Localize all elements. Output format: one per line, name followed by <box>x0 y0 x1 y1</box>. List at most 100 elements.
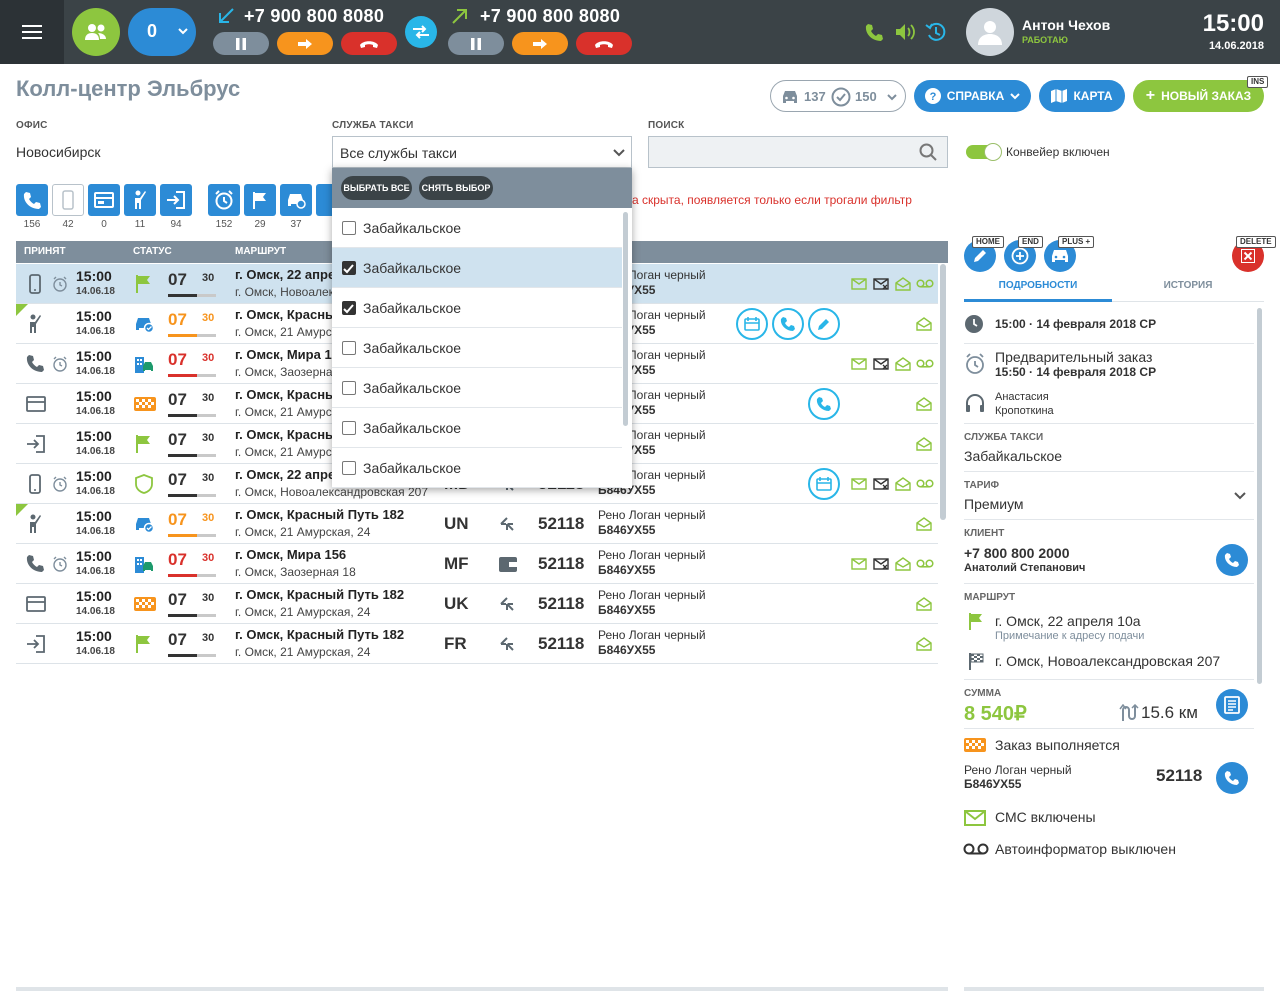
filter-app[interactable] <box>52 184 84 216</box>
help-icon: ? <box>924 88 941 104</box>
map-button[interactable]: КАРТА <box>1039 80 1125 112</box>
checkbox[interactable] <box>342 381 356 395</box>
status-taxicheck-icon <box>136 318 155 334</box>
dropdown-option[interactable]: Забайкальское <box>332 448 622 488</box>
check-circle-icon <box>831 87 851 107</box>
call1-transfer-button[interactable] <box>277 32 333 55</box>
voicemail-icon <box>916 479 934 488</box>
call-driver-button[interactable] <box>1216 762 1248 794</box>
flag-icon <box>969 613 982 630</box>
receipt-button[interactable] <box>1216 689 1248 721</box>
checkbox[interactable] <box>342 261 356 275</box>
wallet-icon <box>499 557 517 572</box>
table-row[interactable]: 15:00 14.06.18 07 30 г. Омск, Мира 156 г. Омс… <box>16 544 938 584</box>
table-row[interactable]: 15:00 14.06.18 07 30 г. Омск, Красный Путь 1… <box>16 624 938 664</box>
row-car-plate: Б846УХ55 <box>598 523 656 537</box>
filter-taxi-assigned[interactable] <box>280 184 312 216</box>
table-scrollbar[interactable] <box>940 264 946 520</box>
row-date: 14.06.18 <box>76 526 115 537</box>
conveyor-toggle[interactable] <box>966 143 1002 161</box>
call-client-button[interactable] <box>1216 544 1248 576</box>
row-minutes: 30 <box>202 272 215 284</box>
filter-terminal[interactable] <box>88 184 120 216</box>
table-row[interactable]: 15:00 14.06.18 07 30 г. Омск, Красный Путь 1… <box>16 504 938 544</box>
dropdown-option[interactable]: Забайкальское <box>332 288 622 328</box>
filter-preorder[interactable] <box>208 184 240 216</box>
select-all-button[interactable]: ВЫБРАТЬ ВСЕ <box>341 176 412 200</box>
page-title: Колл-центр Эльбрус <box>16 76 241 101</box>
row-cal-button[interactable] <box>736 308 768 340</box>
call1-hold-button[interactable] <box>213 32 269 55</box>
call2-number: +7 900 800 8080 <box>480 6 621 26</box>
row-date: 14.06.18 <box>76 406 115 417</box>
service-select[interactable]: Все службы такси <box>332 136 632 168</box>
tab-history[interactable]: ИСТОРИЯ <box>1163 280 1213 291</box>
table-row[interactable]: 15:00 14.06.18 07 30 г. Омск, Красный Путь 1… <box>16 584 938 624</box>
checkbox[interactable] <box>342 301 356 315</box>
row-edit-button[interactable] <box>808 308 840 340</box>
filter-calls[interactable] <box>16 184 48 216</box>
phone-icon[interactable] <box>864 22 884 42</box>
menu-button[interactable] <box>0 0 64 64</box>
row-number: 07 <box>168 550 187 569</box>
voicemail-icon <box>963 843 989 855</box>
tariff-select[interactable]: Премиум <box>964 488 1252 518</box>
table-footer-line <box>16 987 948 991</box>
checkbox[interactable] <box>342 421 356 435</box>
checkbox[interactable] <box>342 461 356 475</box>
open-envelope-icon <box>916 637 932 651</box>
avatar[interactable] <box>966 8 1014 56</box>
dropdown-scrollbar[interactable] <box>623 212 628 426</box>
phone-icon <box>23 192 41 209</box>
row-minutes: 30 <box>202 392 215 404</box>
history-icon[interactable] <box>925 21 947 43</box>
user-name: Антон Чехов <box>1022 17 1111 33</box>
search-input[interactable] <box>648 136 948 168</box>
row-time: 15:00 <box>76 548 112 564</box>
new-order-button[interactable]: + НОВЫЙ ЗАКАЗ <box>1133 80 1264 112</box>
row-cal-button[interactable] <box>808 468 840 500</box>
checkbox[interactable] <box>342 221 356 235</box>
checkbox[interactable] <box>342 341 356 355</box>
clock-icon <box>965 315 983 333</box>
row-route-to: г. Омск, 21 Амурская, 24 <box>235 645 371 659</box>
call2-hold-button[interactable] <box>448 32 504 55</box>
call2-transfer-button[interactable] <box>512 32 568 55</box>
row-time: 15:00 <box>76 508 112 524</box>
autoinform-status[interactable]: Автоинформатор выключен <box>995 841 1176 857</box>
alarm-icon <box>53 476 67 492</box>
help-label: СПРАВКА <box>946 89 1005 103</box>
row-phone-button[interactable] <box>772 308 804 340</box>
filter-street-count: 11 <box>134 219 146 230</box>
corner-marker-icon <box>16 504 28 516</box>
fleet-stats[interactable]: 137 150 <box>770 80 906 112</box>
row-number: 07 <box>168 310 187 329</box>
help-button[interactable]: ? СПРАВКА <box>914 80 1031 112</box>
call1-hangup-button[interactable] <box>341 32 397 55</box>
deselect-button[interactable]: СНЯТЬ ВЫБОР <box>419 176 493 200</box>
dropdown-option[interactable]: Забайкальское <box>332 208 622 248</box>
filter-street[interactable] <box>124 184 156 216</box>
chevron-down-icon <box>887 94 897 101</box>
search-icon[interactable] <box>919 143 937 161</box>
details-scrollbar[interactable] <box>1257 308 1262 684</box>
tab-details[interactable]: ПОДРОБНОСТИ <box>998 280 1078 291</box>
filter-flag[interactable] <box>244 184 276 216</box>
operators-button[interactable] <box>72 8 120 56</box>
dropdown-option[interactable]: Забайкальское <box>332 408 622 448</box>
dropdown-option[interactable]: Забайкальское <box>332 328 622 368</box>
dropdown-option[interactable]: Забайкальское <box>332 248 622 288</box>
created-time: 15:00 · 14 февраля 2018 СР <box>995 317 1157 331</box>
row-phone-button[interactable] <box>808 388 840 420</box>
filter-incoming[interactable] <box>160 184 192 216</box>
office-label: ОФИС <box>16 120 48 131</box>
separator <box>964 423 1254 424</box>
hail-icon <box>30 314 41 333</box>
call2-hangup-button[interactable] <box>576 32 632 55</box>
sms-status[interactable]: СМС включены <box>995 809 1096 825</box>
dropdown-option[interactable]: Забайкальское <box>332 368 622 408</box>
speaker-icon[interactable] <box>895 22 917 42</box>
line-selector[interactable]: 0 <box>128 8 196 56</box>
office-value[interactable]: Новосибирск <box>16 144 101 160</box>
swap-calls-button[interactable] <box>405 16 437 48</box>
